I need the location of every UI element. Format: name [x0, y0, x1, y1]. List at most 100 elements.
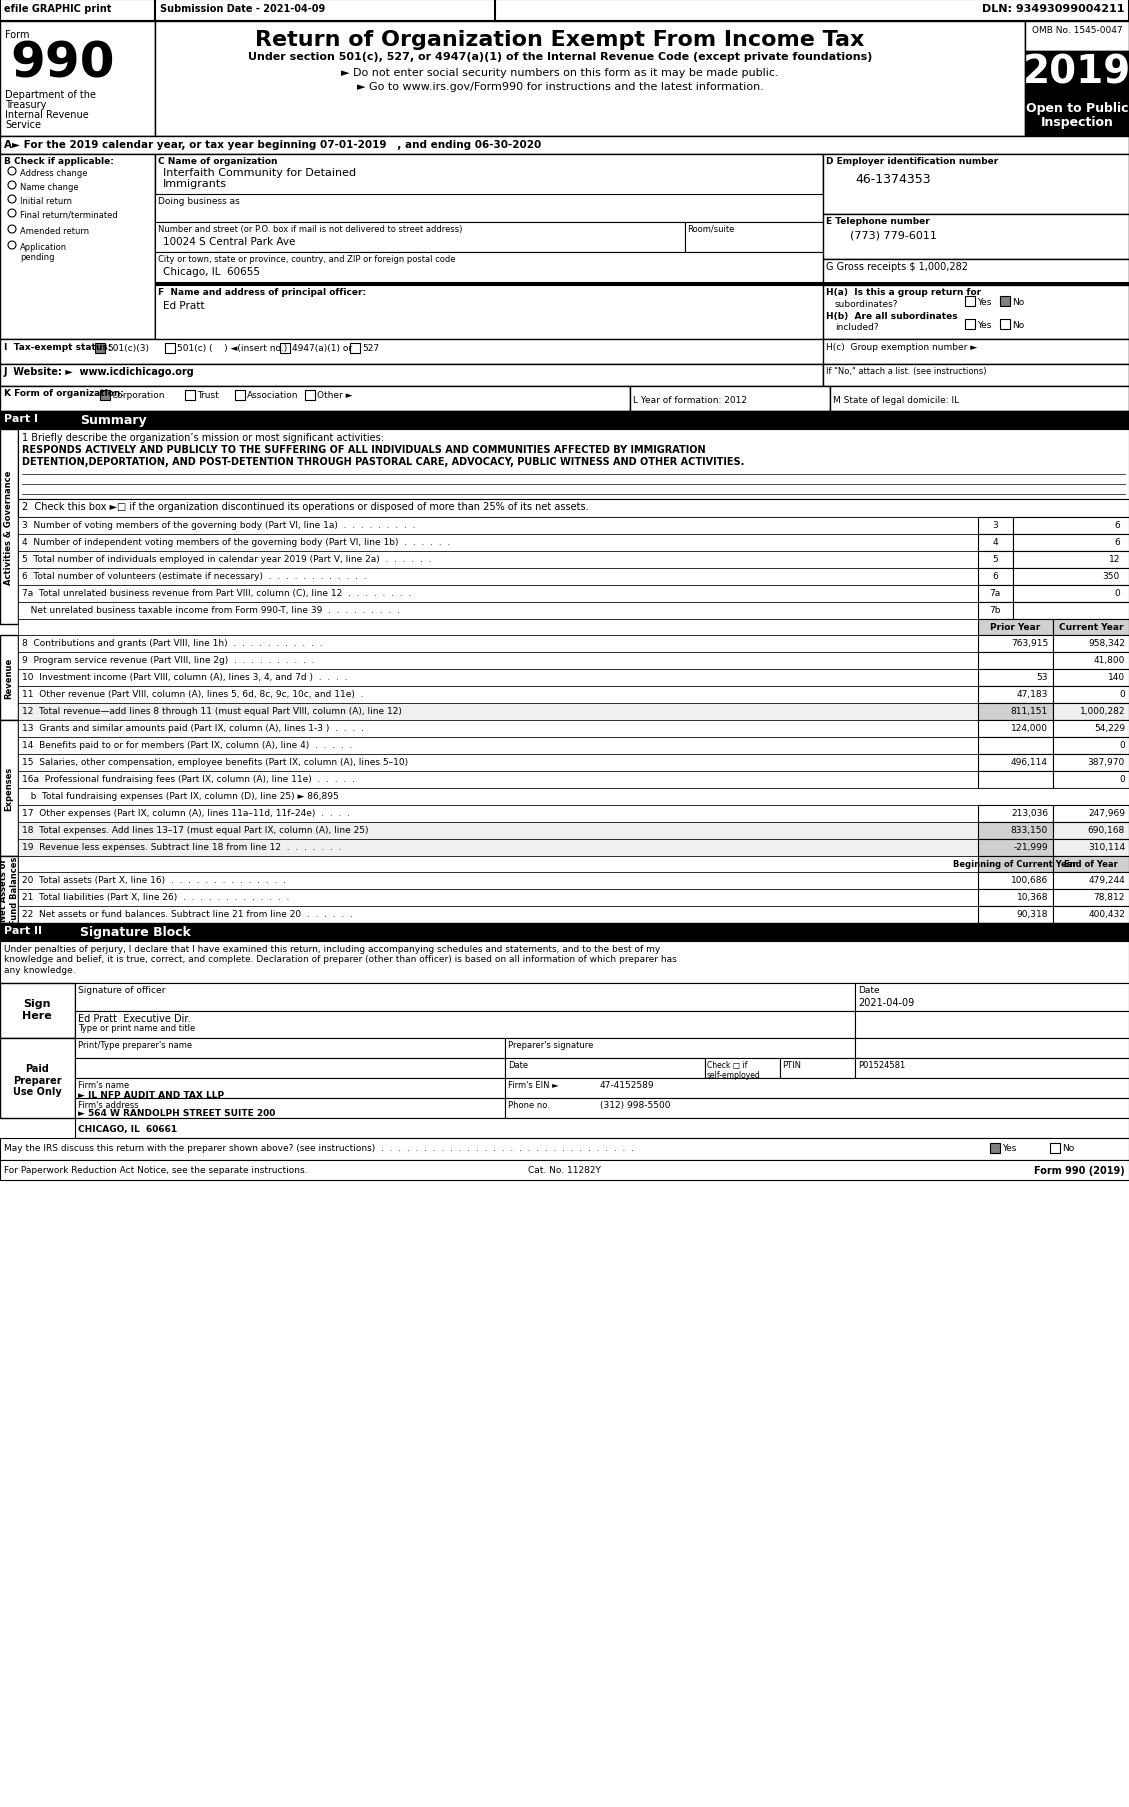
Bar — [1013, 551, 1129, 569]
Bar — [95, 343, 105, 354]
Bar — [18, 737, 978, 755]
Bar — [1013, 535, 1129, 551]
Text: Yes: Yes — [977, 322, 991, 331]
Bar — [978, 519, 1013, 535]
Bar — [185, 390, 195, 401]
Text: Return of Organization Exempt From Income Tax: Return of Organization Exempt From Incom… — [255, 31, 865, 51]
Text: 78,812: 78,812 — [1094, 893, 1124, 902]
Bar — [978, 857, 1053, 873]
Bar — [978, 636, 1053, 652]
Text: 5  Total number of individuals employed in calendar year 2019 (Part V, line 2a) : 5 Total number of individuals employed i… — [21, 555, 431, 564]
Text: Association: Association — [247, 390, 298, 399]
Text: 11  Other revenue (Part VIII, column (A), lines 5, 6d, 8c, 9c, 10c, and 11e)  .: 11 Other revenue (Part VIII, column (A),… — [21, 690, 364, 699]
Text: Under section 501(c), 527, or 4947(a)(1) of the Internal Revenue Code (except pr: Under section 501(c), 527, or 4947(a)(1)… — [247, 52, 873, 61]
Text: H(c)  Group exemption number ►: H(c) Group exemption number ► — [826, 343, 977, 352]
Bar — [1053, 806, 1129, 822]
Bar — [965, 320, 975, 331]
Text: No: No — [1012, 322, 1024, 331]
Text: Interfaith Community for Detained: Interfaith Community for Detained — [163, 168, 356, 177]
Bar — [18, 755, 978, 772]
Text: 10  Investment income (Part VIII, column (A), lines 3, 4, and 7d )  .  .  .  .: 10 Investment income (Part VIII, column … — [21, 672, 348, 681]
Bar — [978, 822, 1053, 840]
Text: Activities & Governance: Activities & Governance — [5, 470, 14, 584]
Text: 7a  Total unrelated business revenue from Part VIII, column (C), line 12  .  .  : 7a Total unrelated business revenue from… — [21, 589, 411, 598]
Bar — [280, 343, 290, 354]
Text: Submission Date - 2021-04-09: Submission Date - 2021-04-09 — [160, 4, 325, 14]
Bar — [1053, 822, 1129, 840]
Text: K Form of organization:: K Form of organization: — [5, 389, 124, 398]
Bar — [0, 22, 1129, 137]
Text: Other ►: Other ► — [317, 390, 352, 399]
Text: 0: 0 — [1119, 690, 1124, 699]
Bar — [855, 1059, 1129, 1079]
Bar — [18, 670, 978, 687]
Bar — [704, 1059, 780, 1079]
Text: I  Tax-exempt status:: I Tax-exempt status: — [5, 343, 112, 352]
Bar — [18, 636, 978, 652]
Bar — [0, 857, 18, 923]
Bar — [978, 620, 1053, 636]
Text: Service: Service — [5, 119, 41, 130]
Bar — [18, 822, 978, 840]
Text: (773) 779-6011: (773) 779-6011 — [850, 231, 937, 240]
Text: DLN: 93493099004211: DLN: 93493099004211 — [982, 4, 1124, 14]
Bar — [978, 806, 1053, 822]
Text: 496,114: 496,114 — [1010, 757, 1048, 766]
Text: L Year of formation: 2012: L Year of formation: 2012 — [633, 396, 747, 405]
Text: 53: 53 — [1036, 672, 1048, 681]
Text: 990: 990 — [10, 40, 114, 89]
Text: Immigrants: Immigrants — [163, 179, 227, 190]
Text: 958,342: 958,342 — [1088, 638, 1124, 647]
Text: 90,318: 90,318 — [1016, 909, 1048, 918]
Bar — [75, 1119, 1129, 1138]
Text: 4: 4 — [992, 538, 998, 548]
Text: Firm's EIN ►: Firm's EIN ► — [508, 1081, 559, 1090]
Text: 763,915: 763,915 — [1010, 638, 1048, 647]
Bar — [75, 1039, 505, 1059]
Bar — [18, 519, 978, 535]
Text: Summary: Summary — [80, 414, 147, 426]
Bar — [978, 585, 1013, 604]
Text: 47-4152589: 47-4152589 — [599, 1081, 655, 1090]
Text: 0: 0 — [1119, 775, 1124, 784]
Text: Form 990 (2019): Form 990 (2019) — [1034, 1166, 1124, 1175]
Bar — [978, 569, 1013, 585]
Text: ► Do not enter social security numbers on this form as it may be made public.: ► Do not enter social security numbers o… — [341, 69, 779, 78]
Text: included?: included? — [835, 323, 878, 332]
Bar — [305, 390, 315, 401]
Text: 811,151: 811,151 — [1010, 707, 1048, 716]
Text: Phone no.: Phone no. — [508, 1100, 550, 1109]
Bar — [685, 222, 823, 253]
Bar — [1025, 52, 1129, 98]
Text: Firm's name: Firm's name — [78, 1081, 129, 1090]
Text: 690,168: 690,168 — [1087, 826, 1124, 835]
Text: 6: 6 — [1114, 538, 1120, 548]
Text: Inspection: Inspection — [1041, 116, 1113, 128]
Text: Net Assets or
Fund Balances: Net Assets or Fund Balances — [0, 857, 19, 923]
Text: Print/Type preparer's name: Print/Type preparer's name — [78, 1041, 192, 1050]
Bar — [978, 737, 1053, 755]
Text: Type or print name and title: Type or print name and title — [78, 1023, 195, 1032]
Bar — [1053, 652, 1129, 670]
Bar — [1053, 636, 1129, 652]
Text: 20  Total assets (Part X, line 16)  .  .  .  .  .  .  .  .  .  .  .  .  .  .: 20 Total assets (Part X, line 16) . . . … — [21, 876, 286, 884]
Text: 13  Grants and similar amounts paid (Part IX, column (A), lines 1-3 )  .  .  .  : 13 Grants and similar amounts paid (Part… — [21, 723, 364, 732]
Text: efile GRAPHIC print: efile GRAPHIC print — [5, 4, 112, 14]
Bar — [18, 430, 1129, 501]
Bar — [18, 535, 978, 551]
Text: 527: 527 — [362, 343, 379, 352]
Text: 501(c)(3): 501(c)(3) — [107, 343, 149, 352]
Bar — [505, 1099, 1129, 1119]
Text: City or town, state or province, country, and ZIP or foreign postal code: City or town, state or province, country… — [158, 255, 455, 264]
Text: b  Total fundraising expenses (Part IX, column (D), line 25) ► 86,895: b Total fundraising expenses (Part IX, c… — [21, 791, 339, 801]
Bar — [0, 0, 1129, 22]
Bar — [1053, 703, 1129, 721]
Text: E Telephone number: E Telephone number — [826, 217, 930, 226]
Text: Signature Block: Signature Block — [80, 925, 191, 938]
Text: Room/suite: Room/suite — [688, 224, 734, 233]
Text: 140: 140 — [1108, 672, 1124, 681]
Text: Yes: Yes — [977, 298, 991, 307]
Text: ► 564 W RANDOLPH STREET SUITE 200: ► 564 W RANDOLPH STREET SUITE 200 — [78, 1108, 275, 1117]
Bar — [823, 365, 1129, 387]
Bar — [18, 772, 978, 788]
